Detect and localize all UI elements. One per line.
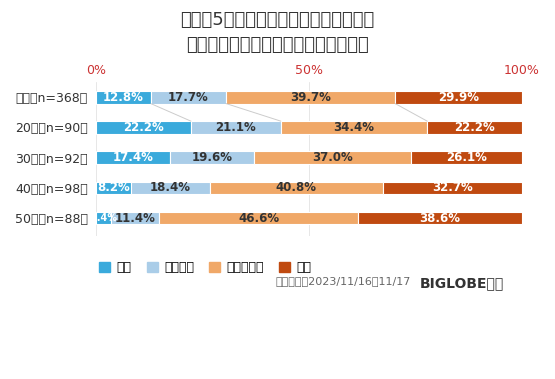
Text: 34.4%: 34.4% — [334, 121, 375, 134]
Text: 40.8%: 40.8% — [276, 182, 317, 194]
Bar — [411, 151, 522, 164]
Text: 22.2%: 22.2% — [454, 121, 495, 134]
Text: 3.4%: 3.4% — [90, 213, 117, 223]
Text: 8.2%: 8.2% — [98, 182, 130, 194]
Bar — [97, 91, 151, 103]
Bar — [254, 151, 411, 164]
Text: 12.8%: 12.8% — [103, 91, 144, 104]
Bar — [226, 91, 395, 103]
Text: 32.7%: 32.7% — [432, 182, 473, 194]
Bar — [111, 212, 159, 224]
Text: 17.4%: 17.4% — [113, 151, 154, 164]
Text: コロナ5類移行後、初の冬のボーナスを
大きく使いたいという気持ちがあるか: コロナ5類移行後、初の冬のボーナスを 大きく使いたいという気持ちがあるか — [180, 11, 375, 54]
Text: 38.6%: 38.6% — [420, 211, 461, 225]
Bar — [210, 182, 384, 194]
Bar — [281, 121, 427, 134]
Bar — [170, 151, 254, 164]
Text: 21.1%: 21.1% — [215, 121, 256, 134]
Text: 17.7%: 17.7% — [168, 91, 209, 104]
Text: 39.7%: 39.7% — [290, 91, 331, 104]
Legend: ある, ややある, あまりない, ない: ある, ややある, あまりない, ない — [94, 256, 316, 279]
Bar — [97, 151, 170, 164]
Text: 調査期間：2023/11/16～11/17: 調査期間：2023/11/16～11/17 — [275, 276, 411, 286]
Text: 18.4%: 18.4% — [150, 182, 191, 194]
Bar — [191, 121, 281, 134]
Text: 22.2%: 22.2% — [123, 121, 164, 134]
Text: 26.1%: 26.1% — [446, 151, 487, 164]
Text: 11.4%: 11.4% — [115, 211, 155, 225]
Bar — [159, 212, 358, 224]
Bar — [395, 91, 522, 103]
Text: 37.0%: 37.0% — [312, 151, 353, 164]
Bar — [97, 182, 131, 194]
Bar — [427, 121, 522, 134]
Bar — [151, 91, 226, 103]
Text: BIGLOBE調べ: BIGLOBE調べ — [420, 276, 504, 290]
Text: 29.9%: 29.9% — [438, 91, 480, 104]
Text: 19.6%: 19.6% — [191, 151, 233, 164]
Text: 46.6%: 46.6% — [238, 211, 279, 225]
Bar — [97, 121, 191, 134]
Bar — [97, 212, 111, 224]
Bar — [358, 212, 522, 224]
Bar — [131, 182, 210, 194]
Bar — [384, 182, 522, 194]
